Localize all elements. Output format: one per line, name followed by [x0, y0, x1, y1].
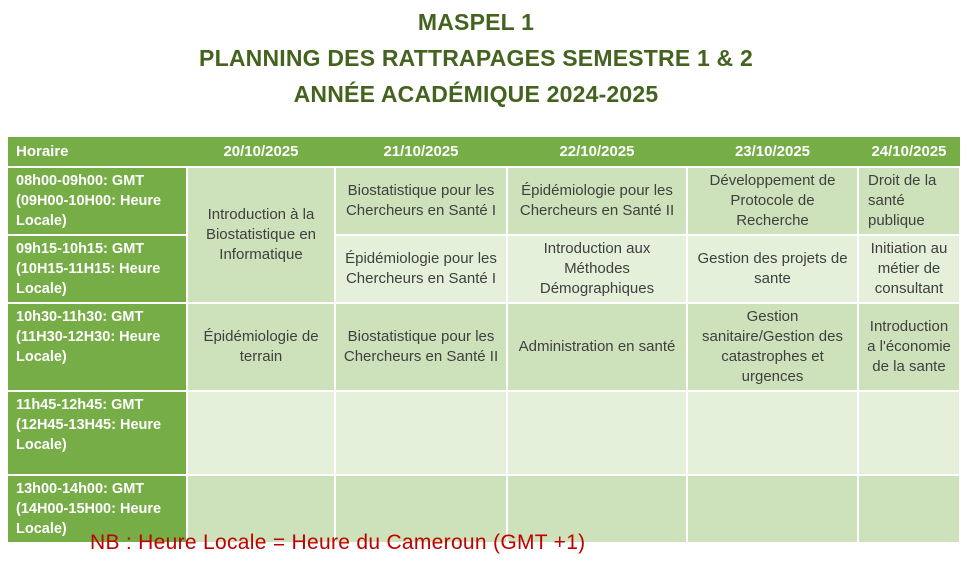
column-header-date-2: 21/10/2025	[335, 137, 507, 168]
schedule-cell-empty	[686, 474, 859, 544]
title-line-planning: PLANNING DES RATTRAPAGES SEMESTRE 1 & 2	[199, 45, 753, 71]
schedule-cell-developpement-protocole: Développement de Protocole de Recherche	[686, 166, 859, 236]
schedule-cell-initiation-metier-consultant: Initiation au métier de consultant	[857, 234, 961, 304]
column-header-date-5: 24/10/2025	[858, 137, 960, 168]
schedule-table: Horaire 20/10/2025 21/10/2025 22/10/2025…	[8, 137, 961, 544]
title-line-year: ANNÉE ACADÉMIQUE 2024-2025	[293, 81, 659, 107]
title-line-program: MASPEL 1	[417, 9, 535, 35]
footnote-local-time: NB : Heure Locale = Heure du Cameroun (G…	[90, 531, 586, 554]
time-slot-1300: 13h00-14h00: GMT (14H00-15H00: Heure Loc…	[8, 474, 188, 544]
schedule-cell-empty	[857, 390, 961, 476]
time-slot-1145: 11h45-12h45: GMT (12H45-13H45: Heure Loc…	[8, 390, 188, 476]
column-header-date-1: 20/10/2025	[187, 137, 335, 168]
schedule-cell-methodes-demographiques: Introduction aux Méthodes Démographiques	[506, 234, 688, 304]
table-row-1030: 10h30-11h30: GMT (11H30-12H30: Heure Loc…	[8, 302, 961, 392]
schedule-cell-epidemiologie-chercheurs-1: Épidémiologie pour les Chercheurs en San…	[334, 234, 508, 304]
time-slot-0915: 09h15-10h15: GMT (10H15-11H15: Heure Loc…	[8, 234, 188, 304]
schedule-cell-empty	[334, 474, 508, 544]
schedule-cell-empty	[857, 474, 961, 544]
schedule-cell-empty	[686, 390, 859, 476]
time-slot-1030: 10h30-11h30: GMT (11H30-12H30: Heure Loc…	[8, 302, 188, 392]
table-row-1300: 13h00-14h00: GMT (14H00-15H00: Heure Loc…	[8, 474, 961, 544]
schedule-cell-empty	[506, 474, 688, 544]
schedule-cell-intro-biostatistique-informatique: Introduction à la Biostatistique en Info…	[186, 166, 336, 304]
schedule-cell-empty	[186, 390, 336, 476]
table-row-0800: 08h00-09h00: GMT (09H00-10H00: Heure Loc…	[8, 166, 961, 304]
schedule-cell-empty	[186, 474, 336, 544]
document-title: MASPEL 1 PLANNING DES RATTRAPAGES SEMEST…	[0, 4, 952, 112]
schedule-cell-gestion-sanitaire-catastrophes: Gestion sanitaire/Gestion des catastroph…	[686, 302, 859, 392]
schedule-cell-gestion-projets-sante: Gestion des projets de sante	[686, 234, 859, 304]
schedule-cell-empty	[334, 390, 508, 476]
header-row: Horaire 20/10/2025 21/10/2025 22/10/2025…	[8, 137, 960, 168]
schedule-cell-biostatistique-chercheurs-2: Biostatistique pour les Chercheurs en Sa…	[334, 302, 508, 392]
schedule-cell-administration-sante: Administration en santé	[506, 302, 688, 392]
column-header-date-4: 23/10/2025	[687, 137, 858, 168]
schedule-cell-biostatistique-chercheurs-1: Biostatistique pour les Chercheurs en Sa…	[334, 166, 508, 236]
column-header-date-3: 22/10/2025	[507, 137, 687, 168]
time-slot-0800: 08h00-09h00: GMT (09H00-10H00: Heure Loc…	[8, 166, 188, 236]
schedule-cell-empty	[506, 390, 688, 476]
schedule-cell-droit-sante-publique: Droit de la santé publique	[857, 166, 961, 236]
table-row-1145: 11h45-12h45: GMT (12H45-13H45: Heure Loc…	[8, 390, 961, 476]
schedule-cell-economie-sante: Introduction a l'économie de la sante	[857, 302, 961, 392]
schedule-cell-epidemiologie-chercheurs-2: Épidémiologie pour les Chercheurs en San…	[506, 166, 688, 236]
schedule-cell-epidemiologie-terrain: Épidémiologie de terrain	[186, 302, 336, 392]
column-header-horaire: Horaire	[8, 137, 187, 168]
table-row-0915: 09h15-10h15: GMT (10H15-11H15: Heure Loc…	[8, 234, 961, 304]
